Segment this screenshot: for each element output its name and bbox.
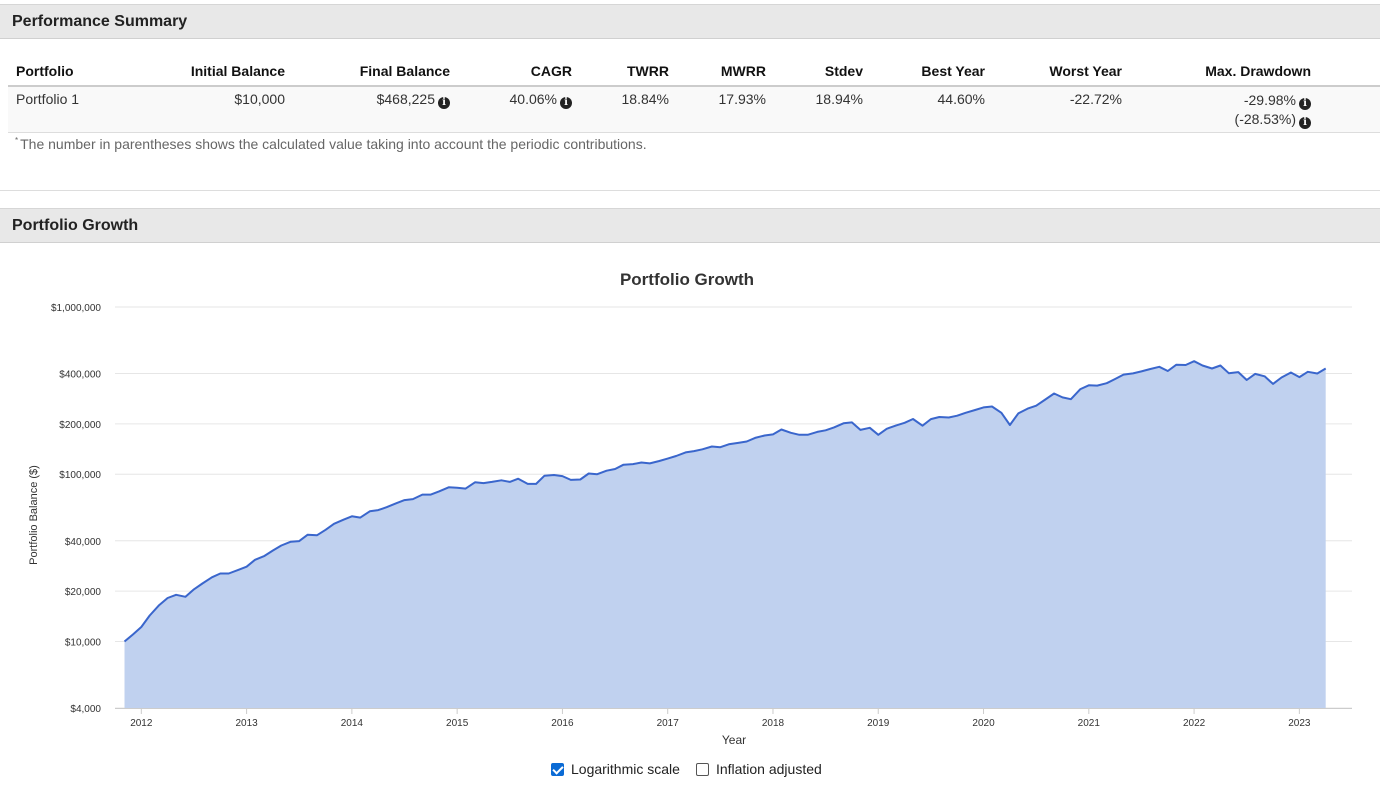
x-tick-label: 2012: [130, 718, 153, 729]
x-tick-label: 2021: [1078, 718, 1101, 729]
chart-controls: Logarithmic scale Inflation adjusted: [551, 761, 822, 777]
info-icon[interactable]: i: [560, 97, 572, 109]
header-stdev: Stdev: [774, 56, 871, 87]
cell-twrr: 18.84%: [580, 86, 677, 133]
x-tick-label: 2023: [1288, 718, 1311, 729]
header-initial-balance: Initial Balance: [118, 56, 293, 87]
cell-portfolio: Portfolio 1: [8, 86, 118, 133]
cell-mwrr: 17.93%: [677, 86, 774, 133]
x-tick-label: 2015: [446, 718, 469, 729]
y-tick-label: $200,000: [59, 420, 101, 431]
cell-stdev: 18.94%: [774, 86, 871, 133]
header-mwrr: MWRR: [677, 56, 774, 87]
header-final-balance: Final Balance: [293, 56, 458, 87]
x-tick-label: 2019: [867, 718, 890, 729]
table-row: Portfolio 1 $10,000 $468,225 i 40.06% i 18…: [8, 86, 1380, 133]
x-tick-label: 2016: [551, 718, 574, 729]
max-drawdown-periodic-value: (-28.53%): [1234, 111, 1296, 127]
portfolio-growth-heading: Portfolio Growth: [0, 208, 1380, 243]
header-twrr: TWRR: [580, 56, 677, 87]
performance-summary-heading: Performance Summary: [0, 4, 1380, 39]
max-drawdown-value: -29.98%: [1243, 92, 1296, 108]
divider: [0, 190, 1380, 191]
performance-summary-table: Portfolio Initial Balance Final Balance …: [8, 56, 1380, 133]
x-axis-label: Year: [722, 733, 746, 747]
y-tick-label: $10,000: [65, 637, 102, 648]
header-worst-year: Worst Year: [993, 56, 1130, 87]
cell-max-drawdown: -29.98% i (-28.53%) i: [1130, 86, 1319, 133]
footnote: * The number in parentheses shows the cal…: [15, 136, 647, 152]
logarithmic-scale-label[interactable]: Logarithmic scale: [571, 761, 680, 777]
header-portfolio: Portfolio: [8, 56, 118, 87]
footnote-text: The number in parentheses shows the calc…: [20, 136, 647, 152]
cell-cagr: 40.06% i: [458, 86, 580, 133]
x-tick-label: 2020: [972, 718, 995, 729]
y-tick-label: $1,000,000: [51, 303, 101, 314]
performance-summary-title: Performance Summary: [12, 13, 188, 30]
cell-best-year: 44.60%: [871, 86, 993, 133]
cell-worst-year: -22.72%: [993, 86, 1130, 133]
series-area: [124, 361, 1326, 708]
portfolio-growth-title: Portfolio Growth: [12, 217, 139, 234]
inflation-adjusted-checkbox[interactable]: [695, 762, 709, 776]
info-icon[interactable]: i: [1299, 98, 1311, 110]
inflation-adjusted-label[interactable]: Inflation adjusted: [715, 761, 822, 777]
x-tick-label: 2022: [1183, 718, 1206, 729]
chart-title: Portfolio Growth: [620, 270, 754, 289]
y-tick-label: $100,000: [59, 470, 101, 481]
y-axis-label: Portfolio Balance ($): [28, 465, 40, 565]
x-tick-label: 2014: [341, 718, 364, 729]
y-tick-label: $20,000: [65, 587, 102, 598]
info-icon[interactable]: i: [438, 97, 450, 109]
series-line[interactable]: [123, 360, 1327, 643]
header-best-year: Best Year: [871, 56, 993, 87]
cagr-value: 40.06%: [509, 91, 557, 107]
x-tick-label: 2018: [762, 718, 785, 729]
y-tick-label: $4,000: [70, 704, 101, 715]
x-tick-label: 2017: [657, 718, 680, 729]
x-tick-label: 2013: [235, 718, 258, 729]
info-icon[interactable]: i: [1299, 117, 1311, 129]
header-cagr: CAGR: [458, 56, 580, 87]
cell-initial-balance: $10,000: [118, 86, 293, 133]
logarithmic-scale-checkbox[interactable]: [551, 762, 564, 776]
header-max-drawdown: Max. Drawdown: [1130, 56, 1319, 87]
y-tick-label: $400,000: [59, 370, 101, 381]
y-tick-label: $40,000: [65, 537, 102, 548]
cell-final-balance: $468,225 i: [293, 86, 458, 133]
final-balance-value: $468,225: [376, 91, 435, 107]
portfolio-growth-chart: Portfolio Growth $4,000 $10,000 $20,000 $40…: [28, 270, 1352, 747]
table-header-row: Portfolio Initial Balance Final Balance …: [8, 56, 1380, 87]
footnote-mark: *: [15, 136, 19, 145]
